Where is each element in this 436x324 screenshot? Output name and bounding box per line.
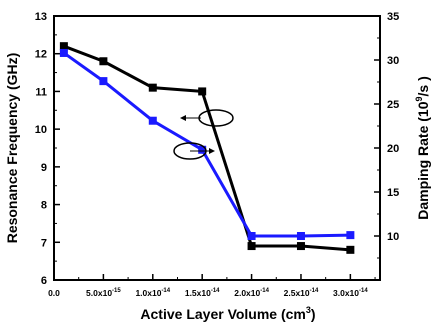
series-1-point bbox=[148, 83, 157, 92]
x-tick-label-exp: -14 bbox=[359, 288, 368, 294]
y-left-tick-label: 11 bbox=[35, 86, 47, 98]
y-right-axis-title: Damping Rate (109/s ) bbox=[414, 76, 431, 220]
x-tick-label-exp: -15 bbox=[112, 288, 121, 294]
plot-frame bbox=[53, 15, 381, 281]
x-tick-label-base: 5.0x10 bbox=[86, 288, 112, 298]
series-1-point bbox=[198, 87, 207, 96]
annotation-ellipse-left bbox=[198, 109, 234, 127]
series-1-point bbox=[59, 42, 68, 51]
ticks: 0.0 5.0x10-15 1.0x10-14 1.5x10-14 2.0x10-14 2… bbox=[35, 11, 400, 298]
x-tick-label-base: 0.0 bbox=[48, 288, 60, 298]
x-tick-label-exp: -14 bbox=[310, 288, 319, 294]
x-tick-label: 5.0x10-15 bbox=[86, 288, 121, 298]
x-tick-label-base: 2.5x10 bbox=[284, 288, 310, 298]
y-left-tick-label: 13 bbox=[35, 11, 47, 23]
x-tick-label-base: 1.5x10 bbox=[185, 288, 211, 298]
series-2-point bbox=[99, 77, 108, 86]
y-right-tick-label: 10 bbox=[387, 231, 399, 243]
y-right-axis-title-end: /s ) bbox=[415, 76, 431, 96]
y-right-tick-label: 15 bbox=[387, 187, 399, 199]
series-group bbox=[59, 42, 355, 254]
series-1-point bbox=[346, 245, 355, 254]
x-tick-label-base: 1.0x10 bbox=[135, 288, 161, 298]
x-tick-label: 1.5x10-14 bbox=[185, 288, 220, 298]
x-tick-label: 2.0x10-14 bbox=[234, 288, 269, 298]
series-1-point bbox=[296, 242, 305, 251]
y-right-axis-title-main: Damping Rate (10 bbox=[415, 101, 431, 219]
x-tick-label: 2.5x10-14 bbox=[284, 288, 319, 298]
x-tick-label-exp: -14 bbox=[211, 288, 220, 294]
x-axis-title: Active Layer Volume (cm3) bbox=[140, 305, 315, 322]
x-tick-label-base: 3.0x10 bbox=[333, 288, 359, 298]
y-right-tick-label: 35 bbox=[387, 11, 399, 23]
x-tick-label-base: 2.0x10 bbox=[234, 288, 260, 298]
annotations bbox=[173, 109, 234, 160]
series-2-point bbox=[198, 145, 207, 154]
x-tick-label: 3.0x10-14 bbox=[333, 288, 368, 298]
y-left-tick-label: 6 bbox=[41, 275, 47, 287]
y-right-tick-label: 25 bbox=[387, 99, 399, 111]
series-1-point bbox=[247, 242, 256, 251]
x-tick-label-exp: -14 bbox=[260, 288, 269, 294]
series-2-point bbox=[346, 231, 355, 240]
y-right-tick-label: 30 bbox=[387, 55, 399, 67]
y-right-tick-label: 20 bbox=[387, 143, 399, 155]
x-axis-title-main: Active Layer Volume (cm bbox=[140, 306, 305, 322]
x-tick-label-exp: -14 bbox=[161, 288, 170, 294]
y-left-tick-label: 12 bbox=[35, 49, 47, 61]
x-tick-label: 1.0x10-14 bbox=[135, 288, 170, 298]
series-2-point bbox=[148, 116, 157, 125]
series-1-point bbox=[99, 57, 108, 66]
series-2-point bbox=[59, 48, 68, 57]
y-left-tick-label: 7 bbox=[41, 237, 47, 249]
y-right-axis-title-sup: 9 bbox=[414, 96, 424, 101]
series-2-point bbox=[296, 232, 305, 240]
y-left-tick-label: 9 bbox=[41, 162, 47, 174]
x-axis-title-sup: 3 bbox=[306, 305, 311, 315]
y-left-tick-label: 10 bbox=[35, 124, 47, 136]
y-left-tick-label: 8 bbox=[41, 200, 47, 212]
series-2-point bbox=[247, 232, 256, 240]
x-tick-label: 0.0 bbox=[48, 288, 60, 298]
series-line-1 bbox=[63, 44, 351, 252]
y-left-axis-title: Resonance Frequency (GHz) bbox=[4, 53, 20, 244]
x-axis-title-end: ) bbox=[311, 306, 316, 322]
